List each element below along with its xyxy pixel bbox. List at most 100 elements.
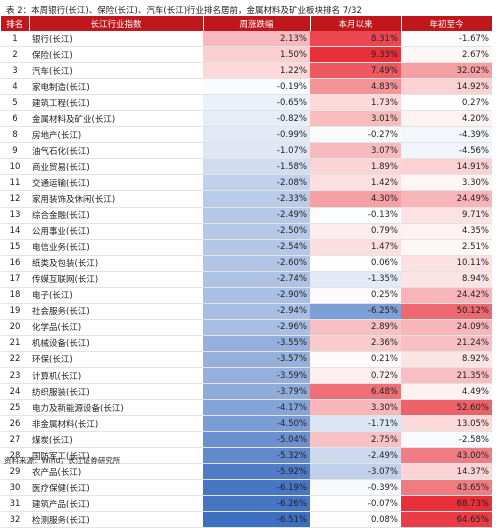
rank-cell: 11 <box>1 174 29 192</box>
weekly-change-cell: -0.99% <box>203 126 310 144</box>
table-header-row: 排名 长江行业指数 周涨跌幅 本月以来 年初至今 <box>1 16 493 31</box>
weekly-change-cell: -4.50% <box>203 415 310 433</box>
year-to-date-cell: 21.35% <box>401 367 492 385</box>
table-row: 18 电子(长江) -2.90% 0.25% 24.42% <box>1 287 492 304</box>
table-row: 6 金属材料及矿业(长江) -0.82% 3.01% 4.20% <box>1 110 492 128</box>
rank-cell: 17 <box>1 271 29 288</box>
month-to-date-cell: -0.13% <box>310 207 401 224</box>
table-row: 32 检测服务(长江) -6.51% 0.08% 64.65% <box>1 511 492 528</box>
rank-cell: 26 <box>1 415 29 433</box>
weekly-change-cell: -4.17% <box>203 399 310 417</box>
header-rank: 排名 <box>1 16 30 31</box>
year-to-date-cell: 43.65% <box>401 479 492 497</box>
table-row: 13 综合金融(长江) -2.49% -0.13% 9.71% <box>1 207 492 224</box>
year-to-date-cell: 14.92% <box>401 78 492 96</box>
table-row: 26 非金属材料(长江) -4.50% -1.71% 13.05% <box>1 415 492 433</box>
year-to-date-cell: 43.00% <box>401 447 492 465</box>
table-row: 3 汽车(长江) 1.22% 7.49% 32.02% <box>1 62 492 80</box>
month-to-date-cell: -1.71% <box>310 415 401 433</box>
weekly-change-cell: -5.32% <box>203 447 310 465</box>
month-to-date-cell: -0.07% <box>310 495 401 513</box>
table-row: 14 公用事业(长江) -2.50% 0.79% 4.35% <box>1 223 492 240</box>
month-to-date-cell: 6.48% <box>310 383 401 401</box>
rank-cell: 21 <box>1 335 29 352</box>
table-row: 20 化学品(长江) -2.96% 2.89% 24.09% <box>1 319 492 336</box>
year-to-date-cell: 8.92% <box>401 351 492 368</box>
industry-name-cell: 建筑产品(长江) <box>29 495 203 513</box>
table-row: 27 煤炭(长江) -5.04% 2.75% -2.58% <box>1 431 492 449</box>
industry-name-cell: 社会服务(长江) <box>29 303 203 320</box>
year-to-date-cell: 3.30% <box>401 174 492 192</box>
month-to-date-cell: -0.39% <box>310 479 401 497</box>
rank-cell: 32 <box>1 511 29 528</box>
weekly-change-cell: -0.19% <box>203 78 310 96</box>
month-to-date-cell: 1.47% <box>310 239 401 256</box>
year-to-date-cell: 9.71% <box>401 207 492 224</box>
weekly-change-cell: -2.94% <box>203 303 310 320</box>
month-to-date-cell: 9.33% <box>310 46 401 64</box>
table-row: 5 建筑工程(长江) -0.65% 1.73% 0.27% <box>1 94 492 112</box>
year-to-date-cell: -4.56% <box>401 142 492 160</box>
year-to-date-cell: 10.11% <box>401 255 492 272</box>
rank-cell: 20 <box>1 319 29 336</box>
month-to-date-cell: 3.30% <box>310 399 401 417</box>
industry-name-cell: 建筑工程(长江) <box>29 94 203 112</box>
industry-name-cell: 公用事业(长江) <box>29 223 203 240</box>
sector-ranking-table: 排名 长江行业指数 周涨跌幅 本月以来 年初至今 1 银行(长江) 2.13% 8.3… <box>1 16 493 528</box>
year-to-date-cell: 4.49% <box>401 383 492 401</box>
weekly-change-cell: -3.57% <box>203 351 310 368</box>
table-row: 8 房地产(长江) -0.99% -0.27% -4.39% <box>1 126 492 144</box>
weekly-change-cell: -2.33% <box>203 190 310 208</box>
year-to-date-cell: 14.37% <box>401 463 492 481</box>
weekly-change-cell: -2.90% <box>203 287 310 304</box>
rank-cell: 19 <box>1 303 29 320</box>
weekly-change-cell: 1.50% <box>203 46 310 64</box>
month-to-date-cell: 0.08% <box>310 511 401 528</box>
industry-name-cell: 国防军工(长江) <box>29 447 203 465</box>
table-row: 23 计算机(长江) -3.59% 0.72% 21.35% <box>1 367 492 385</box>
weekly-change-cell: -1.58% <box>203 158 310 176</box>
year-to-date-cell: 21.24% <box>401 335 492 352</box>
header-weekly-change: 周涨跌幅 <box>203 16 311 31</box>
industry-name-cell: 汽车(长江) <box>29 62 203 80</box>
header-industry-index: 长江行业指数 <box>29 16 204 31</box>
weekly-change-cell: -2.96% <box>203 319 310 336</box>
year-to-date-cell: 32.02% <box>401 62 492 80</box>
table-row: 15 电信业务(长江) -2.54% 1.47% 2.51% <box>1 239 492 256</box>
industry-name-cell: 化学品(长江) <box>29 319 203 336</box>
rank-cell: 6 <box>1 110 29 128</box>
month-to-date-cell: 2.89% <box>310 319 401 336</box>
header-month-to-date: 本月以来 <box>310 16 402 31</box>
year-to-date-cell: -1.67% <box>401 31 492 48</box>
month-to-date-cell: -1.35% <box>310 271 401 288</box>
industry-name-cell: 电子(长江) <box>29 287 203 304</box>
rank-cell: 25 <box>1 399 29 417</box>
month-to-date-cell: 0.79% <box>310 223 401 240</box>
rank-cell: 27 <box>1 431 29 449</box>
industry-name-cell: 银行(长江) <box>29 31 203 48</box>
table-row: 22 环保(长江) -3.57% 0.21% 8.92% <box>1 351 492 368</box>
source-note: 资料来源：Wind，长江证券研究所 <box>4 456 121 465</box>
industry-name-cell: 交通运输(长江) <box>29 174 203 192</box>
rank-cell: 4 <box>1 78 29 96</box>
header-year-to-date: 年初至今 <box>401 16 493 31</box>
rank-cell: 23 <box>1 367 29 385</box>
rank-cell: 28 <box>1 447 29 465</box>
rank-cell: 2 <box>1 46 29 64</box>
rank-cell: 3 <box>1 62 29 80</box>
rank-cell: 15 <box>1 239 29 256</box>
month-to-date-cell: 0.21% <box>310 351 401 368</box>
rank-cell: 10 <box>1 158 29 176</box>
weekly-change-cell: 1.22% <box>203 62 310 80</box>
industry-name-cell: 金属材料及矿业(长江) <box>29 110 203 128</box>
weekly-change-cell: -1.07% <box>203 142 310 160</box>
month-to-date-cell: 7.49% <box>310 62 401 80</box>
year-to-date-cell: 4.35% <box>401 223 492 240</box>
weekly-change-cell: -2.74% <box>203 271 310 288</box>
table-row: 25 电力及新能源设备(长江) -4.17% 3.30% 52.60% <box>1 399 492 417</box>
table-row: 4 家电制造(长江) -0.19% 4.83% 14.92% <box>1 78 492 96</box>
weekly-change-cell: -6.26% <box>203 495 310 513</box>
industry-name-cell: 医疗保健(长江) <box>29 479 203 497</box>
year-to-date-cell: 50.12% <box>401 303 492 320</box>
industry-name-cell: 综合金融(长江) <box>29 207 203 224</box>
